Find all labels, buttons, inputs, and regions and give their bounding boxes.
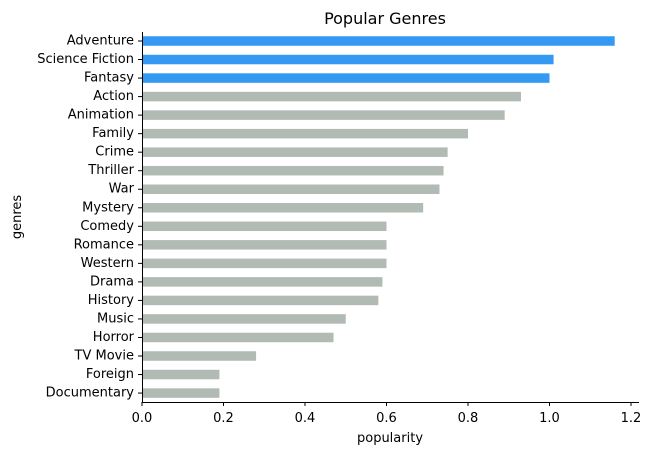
bar-documentary — [142, 388, 220, 398]
y-tick-label-war: War — [109, 182, 135, 197]
y-tick-label-thriller: Thriller — [87, 163, 134, 178]
bars-group — [142, 36, 615, 398]
y-tick-label-drama: Drama — [90, 274, 134, 289]
bar-science-fiction — [142, 54, 554, 65]
x-axis-label: popularity — [357, 431, 423, 446]
bar-war — [142, 184, 440, 194]
y-tick-label-romance: Romance — [74, 237, 134, 252]
y-tick-label-horror: Horror — [93, 330, 135, 345]
bar-foreign — [142, 369, 220, 380]
y-axis-ticks: Adventure Science Fiction Fantasy Action Ani… — [37, 34, 142, 401]
bar-drama — [142, 277, 383, 287]
bar-action — [142, 91, 521, 102]
y-tick-label-crime: Crime — [95, 145, 134, 160]
bar-western — [142, 258, 387, 269]
x-tick-label: 0.6 — [376, 411, 397, 426]
bar-animation — [142, 110, 505, 120]
y-tick-label-science-fiction: Science Fiction — [37, 52, 134, 67]
bar-fantasy — [142, 73, 550, 83]
bar-crime — [142, 147, 448, 157]
y-tick-label-foreign: Foreign — [86, 367, 134, 382]
bar-family — [142, 128, 468, 139]
bar-tv-movie — [142, 351, 257, 361]
x-tick-label: 0.4 — [295, 411, 316, 426]
x-tick-label: 1.2 — [621, 411, 642, 426]
y-tick-label-adventure: Adventure — [67, 34, 134, 49]
bar-adventure — [142, 36, 615, 46]
chart-title: Popular Genres — [324, 9, 446, 28]
x-axis-ticks: 0.0 0.2 0.4 0.6 0.8 1.0 1.2 — [132, 402, 642, 426]
x-tick-label: 0.0 — [132, 411, 153, 426]
bar-romance — [142, 240, 387, 250]
x-tick-label: 1.0 — [539, 411, 560, 426]
bar-music — [142, 314, 346, 324]
y-axis-label: genres — [10, 195, 25, 240]
y-tick-label-fantasy: Fantasy — [84, 71, 134, 86]
x-tick-label: 0.2 — [213, 411, 234, 426]
bar-history — [142, 295, 379, 306]
bar-comedy — [142, 221, 387, 232]
bar-thriller — [142, 165, 444, 176]
y-tick-label-family: Family — [92, 126, 134, 141]
y-tick-label-history: History — [88, 293, 135, 308]
y-tick-label-comedy: Comedy — [80, 219, 134, 234]
bar-horror — [142, 332, 334, 343]
y-tick-label-music: Music — [97, 311, 134, 326]
bar-mystery — [142, 203, 424, 213]
y-tick-label-mystery: Mystery — [82, 200, 134, 215]
y-tick-label-tv-movie: TV Movie — [74, 349, 134, 364]
y-tick-label-action: Action — [93, 89, 134, 104]
x-tick-label: 0.8 — [458, 411, 479, 426]
y-tick-label-documentary: Documentary — [46, 386, 135, 401]
y-tick-label-animation: Animation — [68, 108, 134, 123]
y-tick-label-western: Western — [81, 256, 134, 271]
